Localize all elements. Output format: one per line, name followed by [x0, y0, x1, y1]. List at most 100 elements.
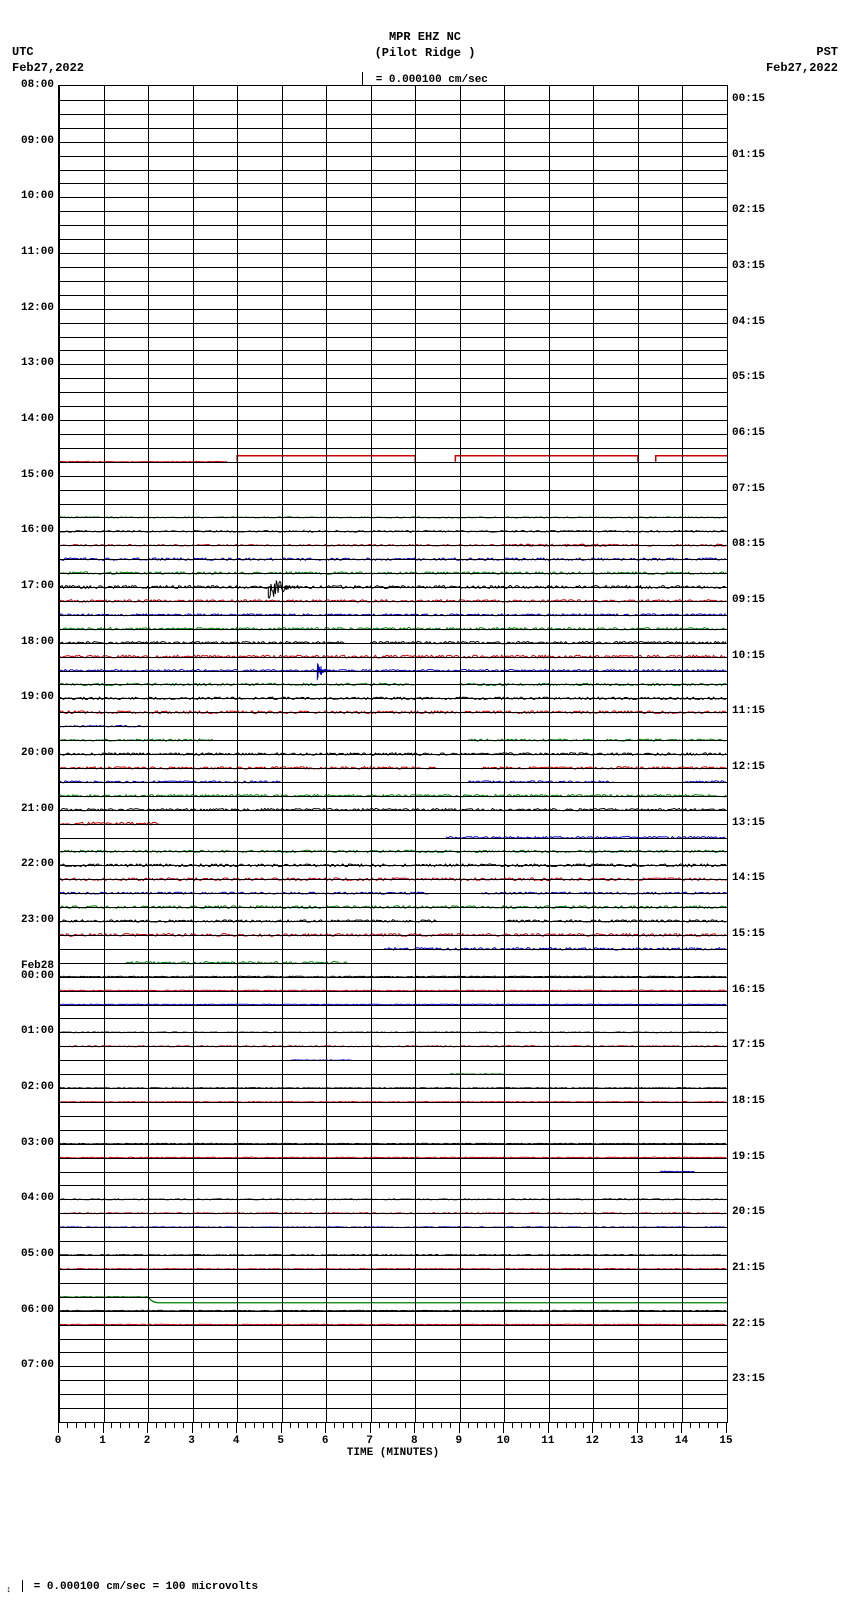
trace-baseline: [59, 170, 727, 171]
x-tick-label: 0: [55, 1435, 62, 1447]
trace-baseline: [59, 1325, 727, 1326]
utc-hour-label: 11:00: [21, 246, 54, 258]
trace-baseline: [59, 935, 727, 936]
x-tick-minor: [352, 1423, 353, 1428]
trace-baseline: [59, 406, 727, 407]
trace-baseline: [59, 114, 727, 115]
x-tick-major: [325, 1423, 326, 1433]
x-tick-minor: [396, 1423, 397, 1428]
trace-baseline: [59, 865, 727, 866]
x-tick-label: 4: [233, 1435, 240, 1447]
x-tick-label: 2: [144, 1435, 151, 1447]
utc-hour-label: 18:00: [21, 636, 54, 648]
trace-baseline: [59, 1018, 727, 1019]
utc-hour-label: 12:00: [21, 302, 54, 314]
utc-hour-label: 06:00: [21, 1304, 54, 1316]
x-tick-minor: [699, 1423, 700, 1428]
trace-baseline: [59, 337, 727, 338]
utc-hour-label: 15:00: [21, 469, 54, 481]
x-axis: TIME (MINUTES) 0123456789101112131415: [58, 1423, 728, 1463]
trace-baseline: [59, 490, 727, 491]
trace-baseline: [59, 100, 727, 101]
x-tick-minor: [441, 1423, 442, 1428]
trace-baseline: [59, 462, 727, 463]
pst-hour-label: 10:15: [732, 650, 765, 662]
trace-baseline: [59, 824, 727, 825]
trace-baseline: [59, 1130, 727, 1131]
x-tick-label: 5: [277, 1435, 284, 1447]
pst-hour-label: 04:15: [732, 316, 765, 328]
trace-baseline: [59, 559, 727, 560]
trace-baseline: [59, 309, 727, 310]
trace-baseline: [59, 754, 727, 755]
x-tick-minor: [477, 1423, 478, 1428]
trace-baseline: [59, 128, 727, 129]
footer-text: = 0.000100 cm/sec = 100 microvolts: [34, 1581, 258, 1593]
utc-hour-label: 22:00: [21, 858, 54, 870]
pst-hour-label: 07:15: [732, 483, 765, 495]
trace-baseline: [59, 239, 727, 240]
x-tick-major: [236, 1423, 237, 1433]
x-tick-major: [370, 1423, 371, 1433]
pst-hour-label: 19:15: [732, 1151, 765, 1163]
trace-baseline: [59, 1172, 727, 1173]
x-tick-minor: [76, 1423, 77, 1428]
x-tick-minor: [601, 1423, 602, 1428]
trace-baseline: [59, 587, 727, 588]
pst-hour-label: 15:15: [732, 928, 765, 940]
trace-baseline: [59, 1297, 727, 1298]
trace-baseline: [59, 253, 727, 254]
trace-baseline: [59, 977, 727, 978]
x-tick-minor: [201, 1423, 202, 1428]
seismogram-container: UTC Feb27,2022 PST Feb27,2022 MPR EHZ NC…: [0, 0, 850, 1613]
x-tick-minor: [673, 1423, 674, 1428]
chart-body: [58, 85, 728, 1423]
x-tick-minor: [655, 1423, 656, 1428]
trace-baseline: [59, 392, 727, 393]
trace-baseline: [59, 1366, 727, 1367]
trace-baseline: [59, 434, 727, 435]
trace-baseline: [59, 921, 727, 922]
scale-indicator: = 0.000100 cm/sec: [0, 72, 850, 86]
pst-hour-label: 05:15: [732, 371, 765, 383]
trace-baseline: [59, 531, 727, 532]
x-tick-major: [681, 1423, 682, 1433]
trace-baseline: [59, 1408, 727, 1409]
utc-hour-label: 13:00: [21, 357, 54, 369]
x-tick-label: 12: [586, 1435, 599, 1447]
pst-hour-label: 20:15: [732, 1206, 765, 1218]
trace-baseline: [59, 545, 727, 546]
x-tick-minor: [450, 1423, 451, 1428]
trace-baseline: [59, 1032, 727, 1033]
trace-baseline: [59, 504, 727, 505]
trace-baseline: [59, 281, 727, 282]
trace-baseline: [59, 796, 727, 797]
trace-baseline: [59, 142, 727, 143]
scale-bar-icon: [362, 72, 363, 86]
utc-hour-label: 14:00: [21, 413, 54, 425]
trace-baseline: [59, 476, 727, 477]
x-tick-minor: [521, 1423, 522, 1428]
x-tick-minor: [298, 1423, 299, 1428]
pst-hour-label: 03:15: [732, 260, 765, 272]
trace-baseline: [59, 991, 727, 992]
trace-baseline: [59, 183, 727, 184]
x-tick-minor: [120, 1423, 121, 1428]
trace-baseline: [59, 768, 727, 769]
trace-baseline: [59, 350, 727, 351]
footer-note: ↕ = 0.000100 cm/sec = 100 microvolts: [6, 1580, 258, 1595]
x-tick-minor: [218, 1423, 219, 1428]
trace-baseline: [59, 1005, 727, 1006]
pst-hour-label: 00:15: [732, 93, 765, 105]
utc-hour-label: 20:00: [21, 747, 54, 759]
trace-baseline: [59, 573, 727, 574]
trace-baseline: [59, 211, 727, 212]
utc-hour-label: 23:00: [21, 914, 54, 926]
trace-baseline: [59, 364, 727, 365]
trace-baseline: [59, 1116, 727, 1117]
x-tick-minor: [494, 1423, 495, 1428]
x-tick-label: 13: [630, 1435, 643, 1447]
pst-hour-label: 12:15: [732, 761, 765, 773]
pst-hour-label: 13:15: [732, 817, 765, 829]
pst-hour-label: 16:15: [732, 984, 765, 996]
